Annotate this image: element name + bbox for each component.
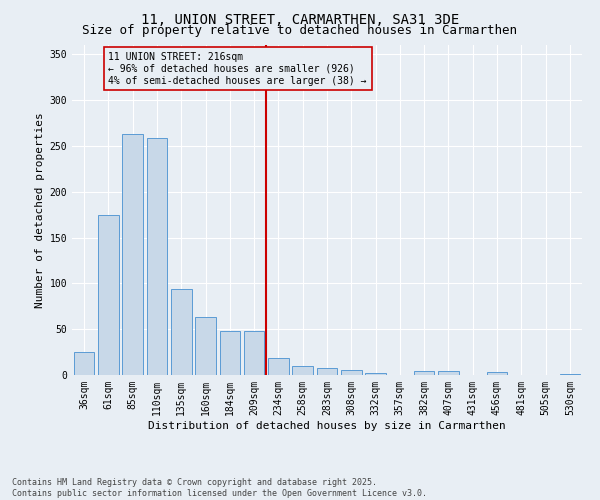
Bar <box>244 331 265 375</box>
Text: Size of property relative to detached houses in Carmarthen: Size of property relative to detached ho… <box>83 24 517 37</box>
Bar <box>171 289 191 375</box>
Bar <box>341 370 362 375</box>
Bar <box>122 134 143 375</box>
Bar <box>292 366 313 375</box>
Bar <box>414 372 434 375</box>
Bar <box>438 372 459 375</box>
Bar <box>487 372 508 375</box>
Bar <box>365 373 386 375</box>
Text: 11, UNION STREET, CARMARTHEN, SA31 3DE: 11, UNION STREET, CARMARTHEN, SA31 3DE <box>141 12 459 26</box>
Bar <box>195 318 216 375</box>
Bar <box>317 368 337 375</box>
Bar <box>220 331 240 375</box>
Bar <box>74 352 94 375</box>
Text: Contains HM Land Registry data © Crown copyright and database right 2025.
Contai: Contains HM Land Registry data © Crown c… <box>12 478 427 498</box>
Bar <box>268 358 289 375</box>
X-axis label: Distribution of detached houses by size in Carmarthen: Distribution of detached houses by size … <box>148 420 506 430</box>
Bar <box>146 138 167 375</box>
Text: 11 UNION STREET: 216sqm
← 96% of detached houses are smaller (926)
4% of semi-de: 11 UNION STREET: 216sqm ← 96% of detache… <box>109 52 367 86</box>
Bar <box>560 374 580 375</box>
Bar <box>98 214 119 375</box>
Y-axis label: Number of detached properties: Number of detached properties <box>35 112 46 308</box>
